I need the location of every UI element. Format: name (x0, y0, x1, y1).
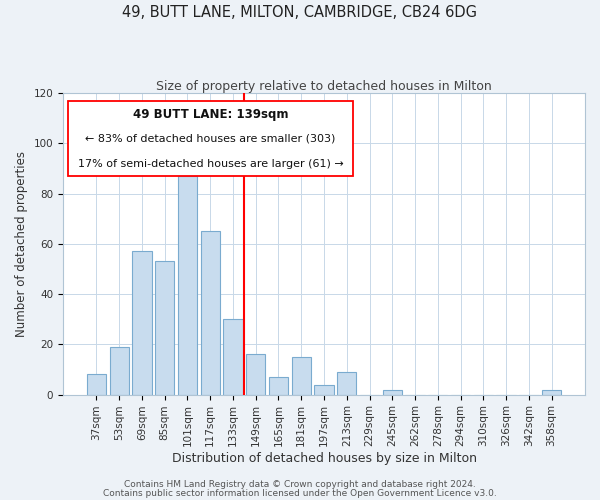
Bar (87, 374, 106, 394)
Bar (200, 231, 220, 394)
Text: Contains public sector information licensed under the Open Government Licence v3: Contains public sector information licen… (103, 489, 497, 498)
FancyBboxPatch shape (68, 100, 353, 176)
Bar (383, 390, 402, 394)
Bar (178, 176, 197, 394)
Bar (132, 252, 152, 394)
Y-axis label: Number of detached properties: Number of detached properties (15, 151, 28, 337)
Text: 49 BUTT LANE: 139sqm: 49 BUTT LANE: 139sqm (133, 108, 288, 121)
Bar (155, 262, 175, 394)
Bar (314, 384, 334, 394)
Bar (542, 390, 561, 394)
Text: 17% of semi-detached houses are larger (61) →: 17% of semi-detached houses are larger (… (77, 160, 343, 170)
Text: Contains HM Land Registry data © Crown copyright and database right 2024.: Contains HM Land Registry data © Crown c… (124, 480, 476, 489)
Title: Size of property relative to detached houses in Milton: Size of property relative to detached ho… (156, 80, 492, 93)
Text: ← 83% of detached houses are smaller (303): ← 83% of detached houses are smaller (30… (85, 134, 335, 143)
Bar (110, 347, 129, 395)
Text: 49, BUTT LANE, MILTON, CAMBRIDGE, CB24 6DG: 49, BUTT LANE, MILTON, CAMBRIDGE, CB24 6… (122, 5, 478, 20)
Bar (337, 372, 356, 394)
Bar (246, 354, 265, 395)
X-axis label: Distribution of detached houses by size in Milton: Distribution of detached houses by size … (172, 452, 476, 465)
Bar (269, 377, 288, 394)
Bar (292, 357, 311, 395)
Bar (223, 319, 242, 394)
